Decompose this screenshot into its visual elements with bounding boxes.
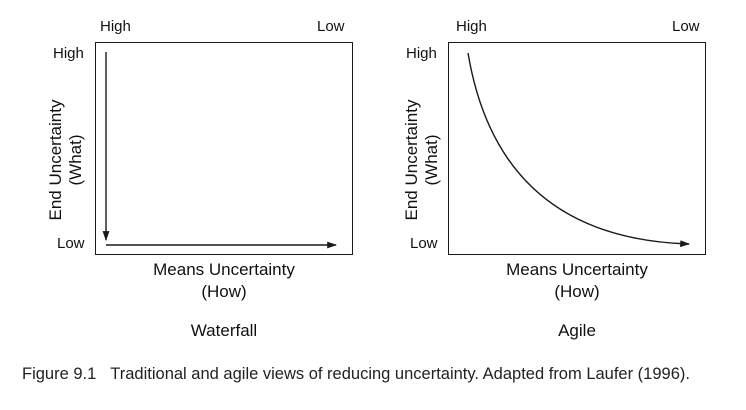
waterfall-x-axis-title: Means Uncertainty (How)	[95, 259, 353, 303]
agile-y-axis-low-label: Low	[410, 235, 438, 252]
waterfall-y-axis-title-line1: End Uncertainty	[46, 99, 65, 221]
figure-caption-text: Traditional and agile views of reducing …	[110, 365, 690, 383]
figure-number: Figure 9.1	[22, 365, 97, 383]
waterfall-panel: High Low High Low End Uncertainty (What)…	[0, 0, 360, 345]
waterfall-y-axis-title: End Uncertainty (What)	[46, 60, 86, 260]
waterfall-x-axis-title-line2: (How)	[201, 282, 247, 301]
agile-plot-frame	[448, 42, 706, 255]
agile-x-axis-high-label: High	[456, 18, 487, 35]
waterfall-title: Waterfall	[190, 321, 258, 340]
waterfall-y-axis-low-label: Low	[57, 235, 85, 252]
waterfall-y-axis-high-label: High	[53, 45, 84, 62]
agile-x-axis-title-line1: Means Uncertainty	[506, 260, 648, 279]
agile-y-axis-title: End Uncertainty (What)	[402, 60, 442, 260]
agile-panel: High Low High Low End Uncertainty (What)…	[356, 0, 716, 345]
agile-x-axis-title: Means Uncertainty (How)	[448, 259, 706, 303]
waterfall-plot	[102, 52, 337, 249]
waterfall-y-axis-title-line2: (What)	[66, 134, 85, 186]
agile-plot	[467, 52, 690, 248]
agile-y-axis-high-label: High	[406, 45, 437, 62]
agile-curve-arrow	[467, 52, 690, 248]
waterfall-x-axis-high-label: High	[100, 18, 131, 35]
agile-x-axis-title-line2: (How)	[554, 282, 600, 301]
waterfall-plot-frame	[95, 42, 353, 255]
waterfall-x-axis-low-label: Low	[317, 18, 345, 35]
waterfall-x-axis-title-line1: Means Uncertainty	[153, 260, 295, 279]
agile-y-axis-title-line2: (What)	[422, 134, 441, 186]
agile-title: Agile	[558, 321, 596, 340]
agile-y-axis-title-line1: End Uncertainty	[402, 99, 421, 221]
agile-x-axis-low-label: Low	[672, 18, 700, 35]
figure-caption: Figure 9.1 Traditional and agile views of…	[22, 364, 737, 384]
